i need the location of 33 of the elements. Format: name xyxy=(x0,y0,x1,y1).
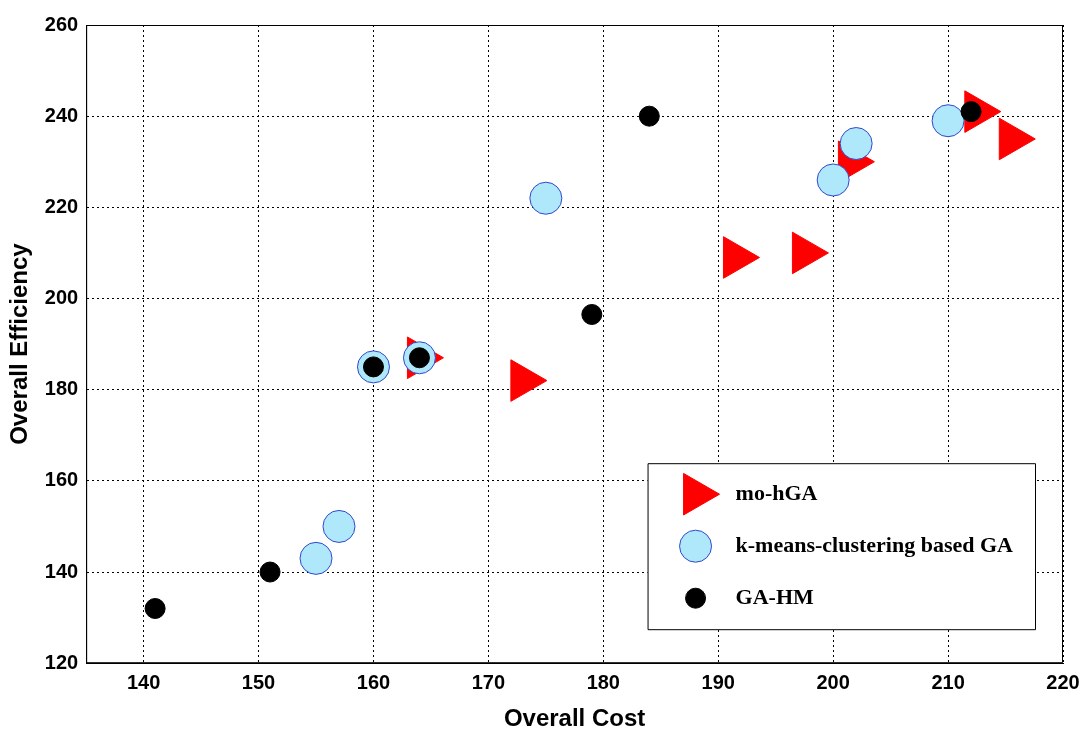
y-tick-label: 220 xyxy=(44,194,79,217)
point xyxy=(816,163,850,197)
x-axis-title: Overall Cost xyxy=(503,704,646,732)
point xyxy=(322,509,356,543)
point xyxy=(638,105,660,127)
x-tick-label: 210 xyxy=(931,670,965,693)
y-tick-label: 160 xyxy=(44,468,79,491)
x-tick-label: 170 xyxy=(471,670,506,693)
y-tick-label: 260 xyxy=(44,12,79,35)
y-tick-label: 240 xyxy=(44,103,79,126)
x-tick-label: 140 xyxy=(126,670,161,693)
y-tick-label: 120 xyxy=(44,650,79,673)
point xyxy=(529,181,563,215)
point xyxy=(931,104,965,138)
legend-label: k-means-clustering based GA xyxy=(735,531,1014,557)
point xyxy=(960,101,982,123)
x-tick-label: 150 xyxy=(241,670,276,693)
point xyxy=(581,303,603,325)
legend-label: GA-HM xyxy=(735,583,814,609)
point xyxy=(299,541,333,575)
x-tick-label: 190 xyxy=(701,670,735,693)
point xyxy=(259,561,281,583)
x-tick-label: 160 xyxy=(356,670,391,693)
point xyxy=(839,127,873,161)
point xyxy=(144,598,166,619)
legend-label: mo-hGA xyxy=(735,479,818,505)
y-axis-title: Overall Efficiency xyxy=(5,242,33,445)
x-tick-label: 200 xyxy=(816,670,850,693)
y-tick-label: 180 xyxy=(44,377,79,400)
x-tick-label: 220 xyxy=(1046,670,1080,693)
y-tick-label: 140 xyxy=(44,559,79,582)
x-tick-label: 180 xyxy=(586,670,620,693)
y-tick-label: 200 xyxy=(44,286,79,309)
